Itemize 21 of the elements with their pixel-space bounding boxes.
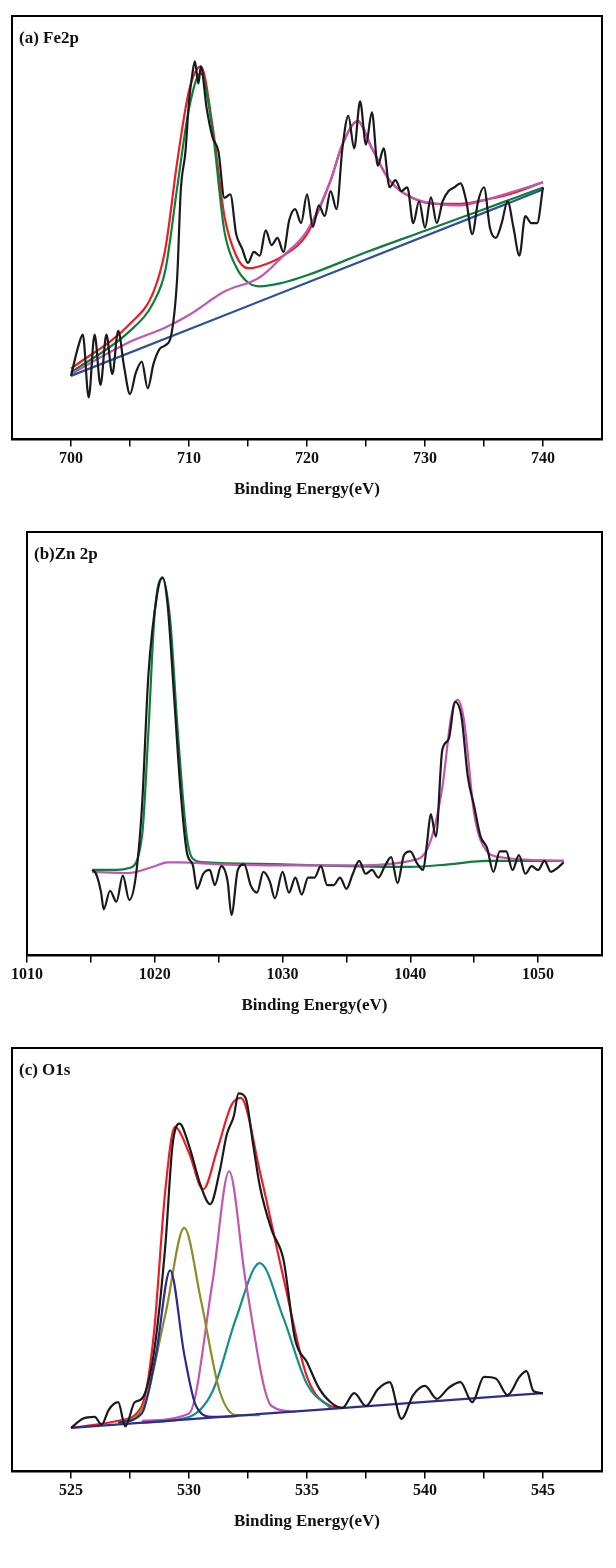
x-tick-label: 700 — [59, 449, 83, 467]
x-axis-title: Binding Energy(eV) — [234, 479, 380, 499]
x-tick-label: 525 — [59, 1481, 83, 1499]
x-tick-label: 720 — [295, 449, 319, 467]
x-tick-label: 1050 — [522, 965, 555, 983]
x-tick-label: 1030 — [266, 965, 299, 983]
x-tick-label: 1020 — [138, 965, 171, 983]
x-tick-label: 740 — [531, 449, 555, 467]
x-tick-label: 1040 — [394, 965, 427, 983]
x-axis-title: Binding Energy(eV) — [241, 995, 388, 1015]
x-tick-label: 545 — [531, 1481, 555, 1499]
x-tick-label: 710 — [177, 449, 201, 467]
x-tick-label: 1010 — [11, 965, 43, 983]
x-tick-label: 535 — [295, 1481, 319, 1499]
x-tick-label: 730 — [413, 449, 437, 467]
chart-title: (c) O1s — [19, 1059, 71, 1079]
x-tick-label: 530 — [177, 1481, 201, 1499]
x-axis-title: Binding Energy(eV) — [234, 1511, 380, 1531]
chart-title: (b)Zn 2p — [34, 543, 98, 563]
x-tick-label: 540 — [413, 1481, 437, 1499]
chart-title: (a) Fe2p — [19, 27, 79, 47]
